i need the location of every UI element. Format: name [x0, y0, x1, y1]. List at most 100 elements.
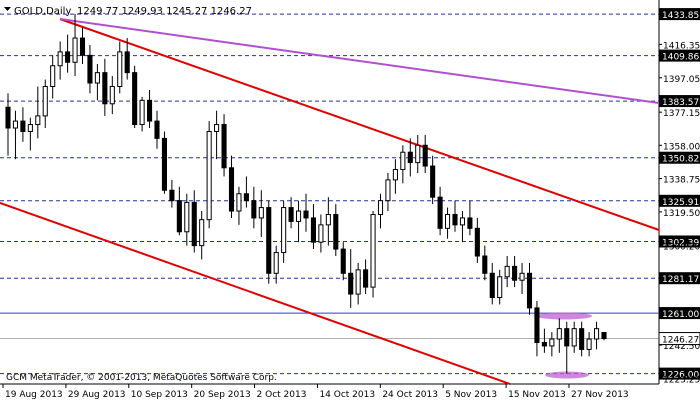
candle[interactable]: [199, 211, 205, 260]
candle[interactable]: [377, 193, 384, 229]
candle-body-bearish: [489, 272, 495, 299]
candle[interactable]: [459, 211, 465, 243]
candle[interactable]: [437, 186, 443, 236]
candle[interactable]: [534, 300, 540, 357]
candle[interactable]: [348, 249, 354, 308]
candle[interactable]: [236, 186, 242, 225]
candle[interactable]: [526, 262, 533, 315]
candle[interactable]: [549, 332, 555, 357]
candle[interactable]: [132, 65, 138, 128]
candle[interactable]: [385, 172, 391, 212]
level-label-box: [659, 151, 700, 164]
purple-trend-line[interactable]: [59, 18, 660, 104]
candle[interactable]: [266, 200, 272, 284]
candle[interactable]: [407, 138, 413, 177]
candle[interactable]: [251, 186, 257, 229]
candle[interactable]: [430, 155, 436, 205]
candle[interactable]: [35, 86, 41, 139]
candle[interactable]: [594, 321, 600, 350]
time-tick-label: 20 Sep 2013: [194, 390, 251, 400]
candle[interactable]: [504, 256, 510, 288]
candle[interactable]: [482, 245, 488, 281]
candle[interactable]: [579, 321, 585, 357]
candle[interactable]: [303, 193, 309, 232]
candle[interactable]: [65, 34, 71, 73]
candle[interactable]: [42, 79, 48, 128]
channel-lower-line[interactable]: [0, 202, 511, 385]
candle[interactable]: [27, 117, 33, 151]
candle[interactable]: [288, 197, 294, 229]
candle[interactable]: [206, 121, 212, 229]
candle[interactable]: [467, 200, 473, 236]
candle[interactable]: [139, 96, 145, 132]
candle[interactable]: [400, 145, 406, 184]
candle[interactable]: [355, 262, 361, 305]
dropdown-triangle-icon[interactable]: [4, 7, 11, 11]
candle[interactable]: [296, 200, 302, 243]
candle[interactable]: [564, 321, 570, 374]
candle[interactable]: [176, 186, 182, 236]
candle[interactable]: [497, 269, 503, 305]
candle[interactable]: [452, 200, 458, 232]
candle[interactable]: [445, 207, 451, 239]
candle[interactable]: [214, 110, 220, 160]
candle[interactable]: [489, 262, 495, 305]
candle[interactable]: [318, 214, 324, 253]
highlight-ellipse-1261[interactable]: [536, 312, 592, 320]
candle[interactable]: [221, 114, 227, 177]
current-price-label-box: [658, 332, 700, 346]
candle[interactable]: [228, 155, 235, 218]
candle[interactable]: [474, 217, 480, 263]
candle[interactable]: [571, 321, 577, 353]
candle[interactable]: [5, 93, 11, 156]
candle[interactable]: [20, 107, 26, 142]
candle[interactable]: [519, 262, 525, 295]
candle[interactable]: [586, 332, 592, 357]
candle[interactable]: [184, 193, 190, 246]
candle[interactable]: [57, 41, 63, 80]
candle[interactable]: [72, 13, 78, 77]
candle[interactable]: [415, 134, 421, 173]
candle[interactable]: [94, 64, 100, 101]
candle[interactable]: [154, 110, 160, 149]
candle[interactable]: [281, 200, 287, 263]
candle[interactable]: [147, 89, 153, 128]
candle[interactable]: [340, 242, 346, 281]
candle[interactable]: [191, 190, 197, 253]
candle[interactable]: [243, 176, 249, 208]
candle[interactable]: [392, 159, 398, 194]
candle[interactable]: [117, 41, 123, 94]
candle[interactable]: [310, 204, 316, 250]
level-label: 1226.00: [662, 371, 699, 381]
candle[interactable]: [109, 76, 115, 115]
candle[interactable]: [556, 318, 562, 353]
candle[interactable]: [124, 38, 130, 80]
candle[interactable]: [601, 332, 607, 341]
candle[interactable]: [363, 259, 369, 295]
channel-upper-line[interactable]: [59, 18, 660, 231]
candle-body-bullish: [400, 151, 406, 171]
price-tick-label: 1223.25: [663, 375, 700, 385]
candle[interactable]: [258, 190, 264, 237]
candle[interactable]: [273, 245, 279, 284]
level-label: 1261.00: [662, 310, 699, 320]
highlight-ellipse-1226[interactable]: [545, 371, 589, 379]
candle[interactable]: [512, 256, 518, 288]
candle[interactable]: [161, 131, 167, 194]
time-tick-label: 10 Sep 2013: [131, 390, 188, 400]
candle[interactable]: [422, 134, 428, 173]
candle[interactable]: [325, 197, 331, 246]
candle[interactable]: [87, 44, 93, 94]
candle[interactable]: [370, 211, 376, 298]
candle[interactable]: [102, 58, 108, 116]
candle-body-bearish: [467, 217, 473, 229]
candle[interactable]: [50, 55, 56, 99]
candle[interactable]: [333, 204, 339, 256]
candle[interactable]: [12, 110, 18, 160]
candle[interactable]: [169, 179, 175, 208]
candle[interactable]: [79, 27, 86, 64]
candle[interactable]: [541, 328, 547, 353]
candle-body-bearish: [564, 328, 570, 347]
